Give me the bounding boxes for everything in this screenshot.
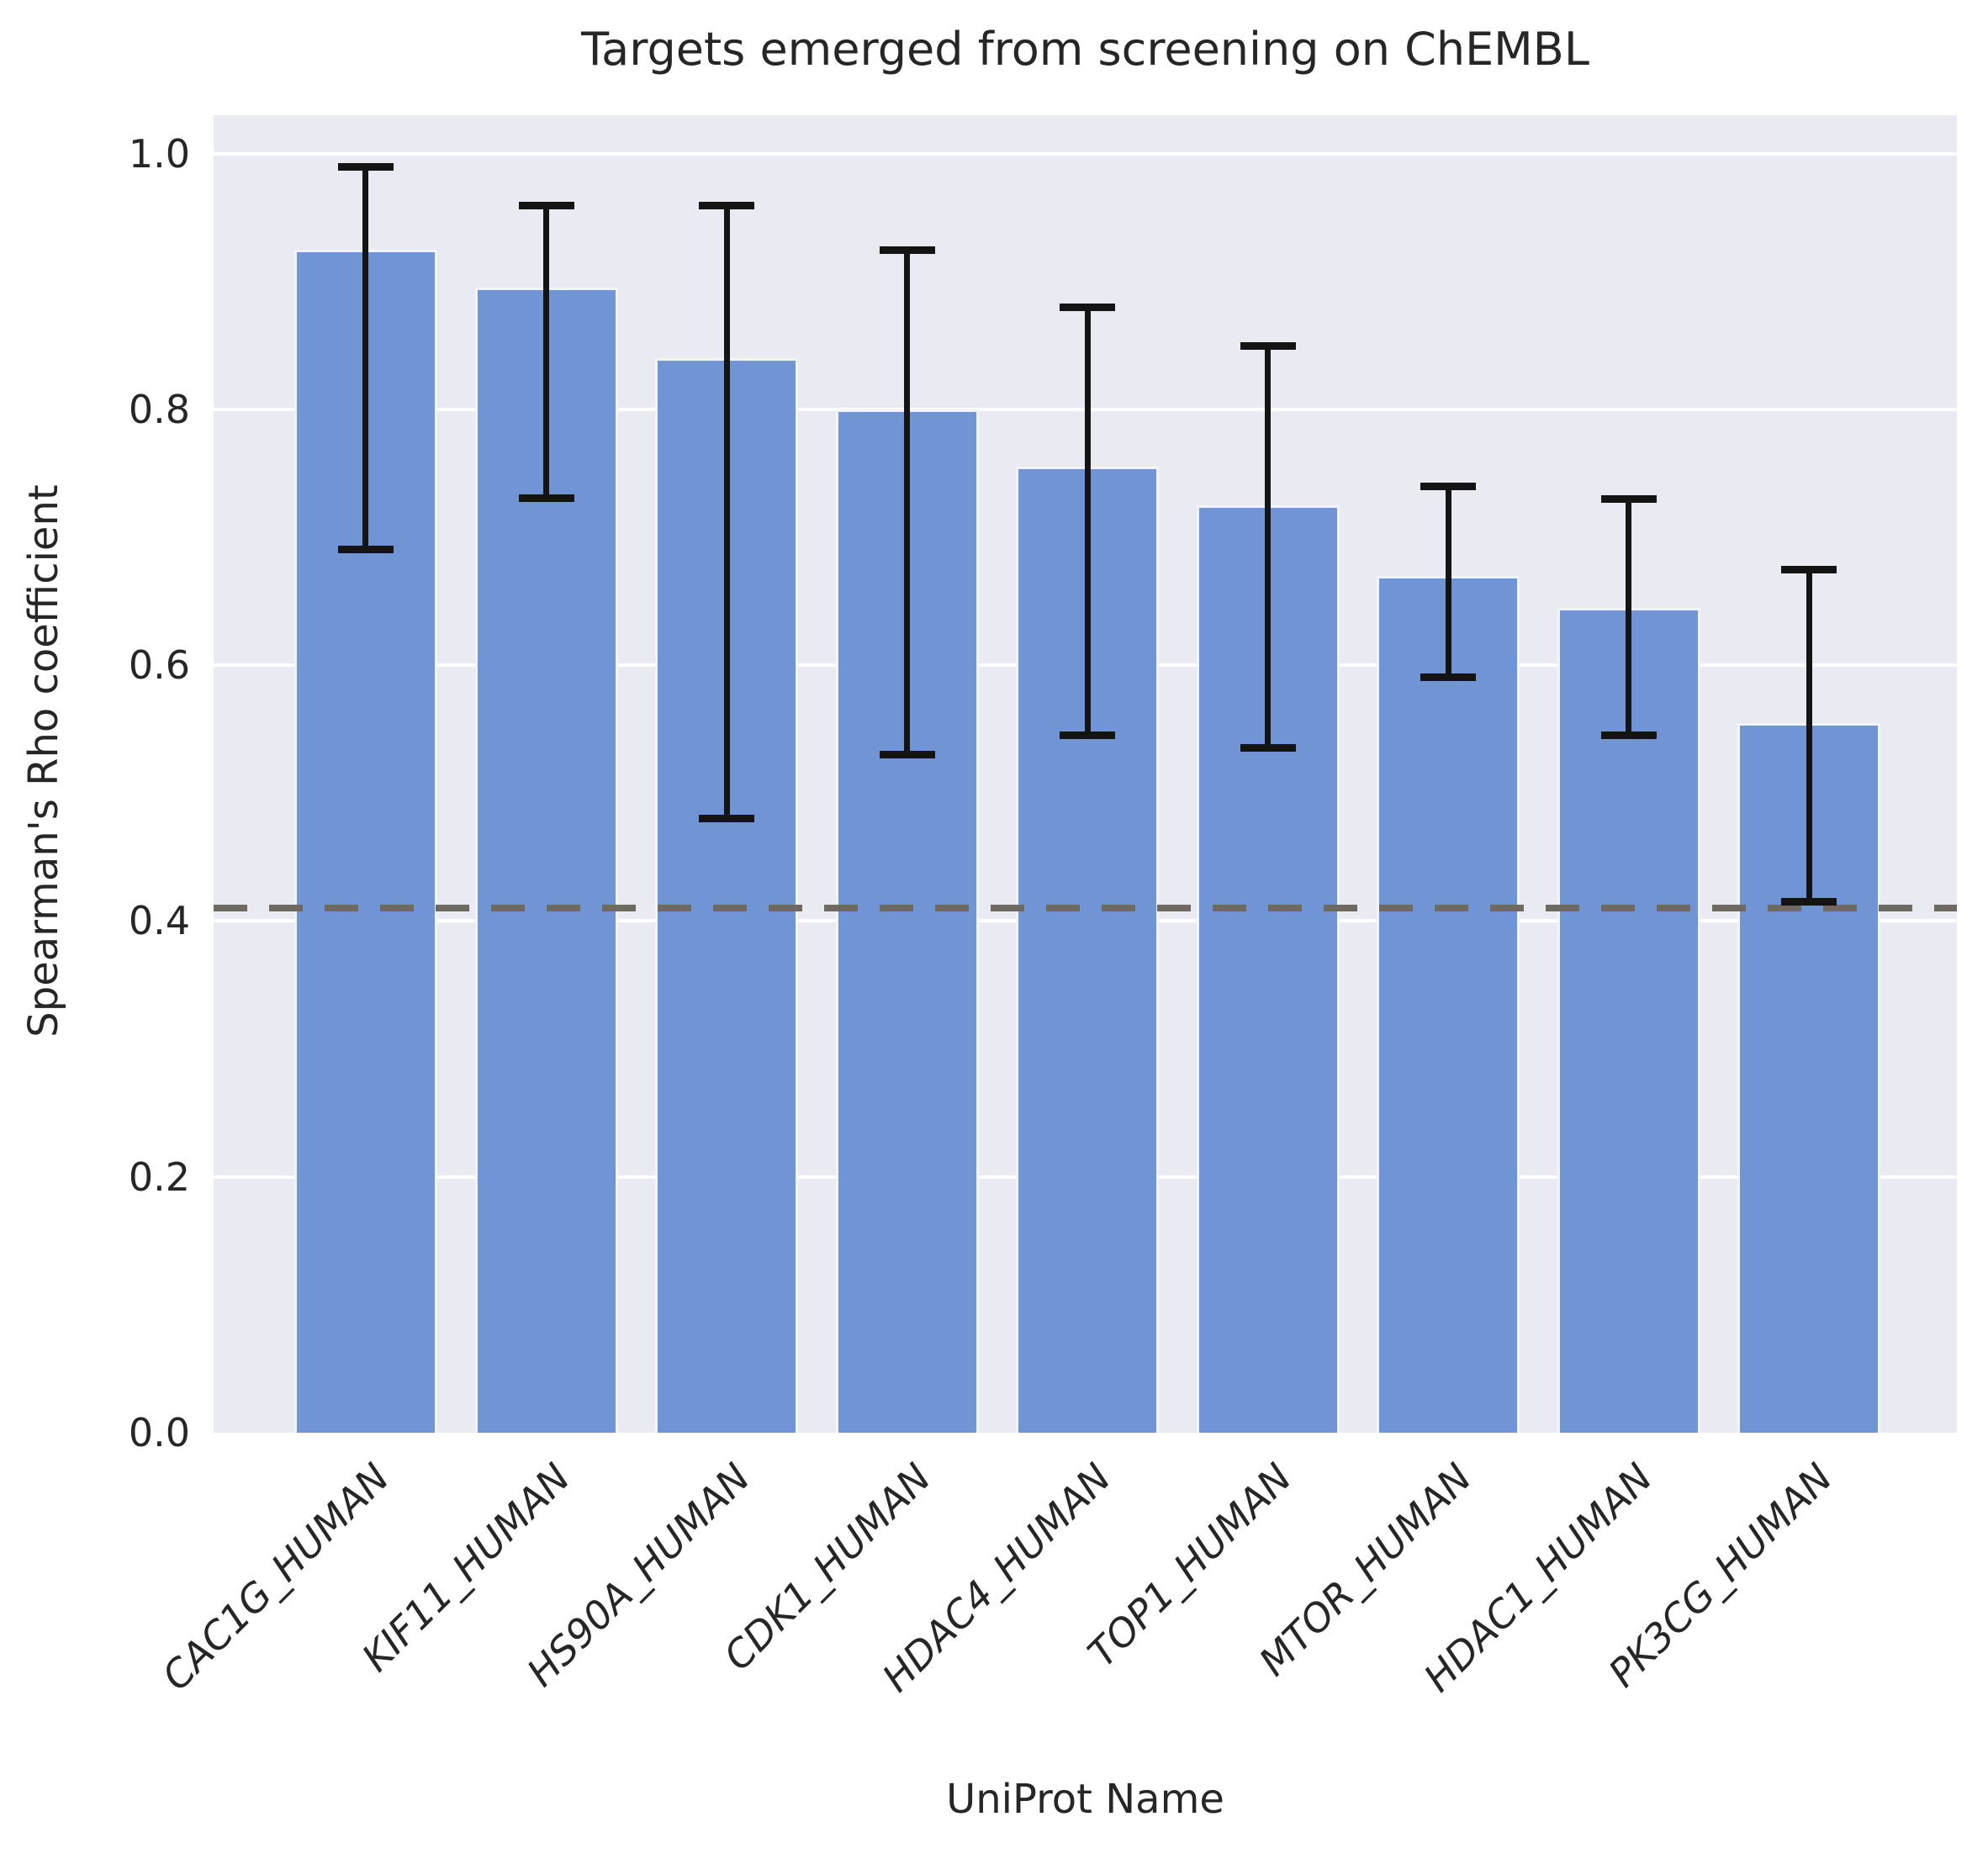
error-bar-line	[362, 166, 369, 551]
error-bar-cap-bottom	[1600, 731, 1657, 739]
error-bar-cap-top	[1060, 304, 1116, 312]
error-bar-cap-top	[1240, 341, 1296, 350]
error-bar-line	[1626, 499, 1632, 736]
error-bar-line	[1084, 307, 1091, 736]
error-bar-cap-top	[699, 201, 755, 209]
plot-area: 0.0 0.2 0.4 0.6 0.8 1.0 CAC1G_HUMAN KIF11_HUMA…	[129, 115, 1957, 1701]
error-bar-line	[1265, 345, 1272, 749]
y-tick-label: 0.8	[128, 386, 190, 432]
y-tick-label: 0.0	[128, 1410, 190, 1455]
error-bar-cap-bottom	[1240, 744, 1296, 753]
error-bar-cap-bottom	[518, 494, 574, 503]
error-bar-line	[723, 204, 730, 819]
reference-line	[214, 905, 1957, 912]
error-bar-cap-top	[518, 201, 574, 209]
x-tick-label: CAC1G_HUMAN	[153, 1455, 399, 1699]
error-bar-cap-bottom	[1060, 731, 1116, 739]
bar	[293, 249, 437, 1433]
chart-title: Targets emerged from screening on ChEMBL	[581, 23, 1589, 76]
x-axis-label: UniProt Name	[946, 1776, 1224, 1823]
error-bar-cap-bottom	[1420, 673, 1477, 682]
gridline	[214, 151, 1957, 156]
error-bar-cap-top	[337, 162, 394, 171]
error-bar-line	[543, 204, 550, 499]
error-bar-cap-top	[879, 246, 935, 254]
bar	[1377, 575, 1520, 1433]
error-bar-cap-bottom	[699, 814, 755, 822]
y-tick-label: 1.0	[128, 130, 190, 177]
error-bar-line	[1806, 569, 1812, 902]
y-axis-label: Spearman's Rho coefficient	[20, 484, 67, 1038]
error-bar-line	[1445, 486, 1451, 679]
error-bar-cap-bottom	[337, 546, 394, 554]
error-bar-cap-top	[1600, 495, 1657, 504]
error-bar-cap-bottom	[1781, 897, 1837, 906]
y-tick-label: 0.4	[128, 898, 190, 944]
bar	[1557, 607, 1700, 1433]
error-bar-cap-top	[1420, 483, 1477, 491]
y-tick-label: 0.2	[128, 1154, 190, 1200]
error-bar-cap-bottom	[879, 750, 935, 758]
y-tick-label: 0.6	[128, 642, 190, 689]
error-bar-line	[904, 249, 911, 755]
error-bar-cap-top	[1781, 566, 1837, 574]
